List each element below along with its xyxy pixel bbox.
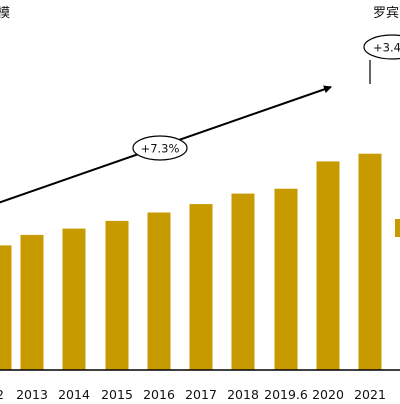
- growth-label: +7.3%: [141, 142, 180, 156]
- bar-2014: [62, 228, 86, 370]
- bar-2020: [316, 161, 340, 370]
- tick-label-2021: 2021: [354, 387, 386, 400]
- bar-2018: [231, 193, 255, 370]
- tick-label-2017: 2017: [185, 387, 217, 400]
- tick-label-2: 2: [0, 387, 4, 400]
- bar-2015: [105, 220, 129, 370]
- chart-title-fragment: 模: [0, 6, 11, 21]
- right-edge-marker: [395, 219, 400, 237]
- bar-2019.6: [274, 188, 298, 370]
- callout-bubble: [363, 34, 400, 60]
- callout-label: +3.4%: [373, 41, 400, 55]
- bar-2013: [20, 234, 44, 370]
- tick-label-2016: 2016: [143, 387, 175, 400]
- tick-label-2015: 2015: [101, 387, 133, 400]
- bar-2017: [189, 204, 213, 370]
- tick-label-2019.6: 2019.6: [264, 387, 308, 400]
- bar-2: [0, 245, 12, 370]
- tick-label-2020: 2020: [312, 387, 344, 400]
- chart-source-fragment: 罗宾: [373, 6, 400, 21]
- growth-label-bubble: [132, 135, 188, 161]
- tick-label-2013: 2013: [16, 387, 48, 400]
- tick-label-2014: 2014: [58, 387, 90, 400]
- bar-2016: [147, 212, 171, 370]
- bar-2021: [358, 153, 382, 370]
- tick-label-2018: 2018: [227, 387, 259, 400]
